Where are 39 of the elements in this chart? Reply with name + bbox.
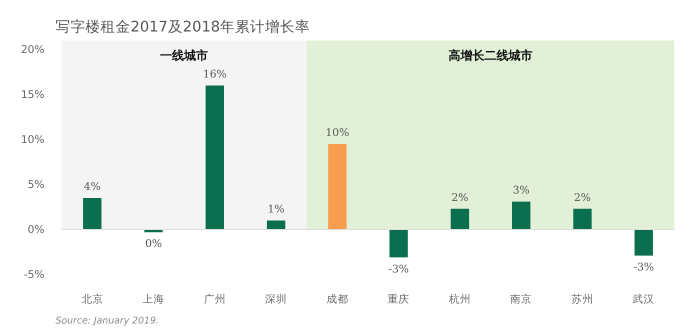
bar <box>266 220 286 230</box>
data-label: 4% <box>84 180 101 193</box>
bar <box>328 144 347 230</box>
x-tick-label: 苏州 <box>571 292 594 306</box>
band-label: 高增长二线城市 <box>448 48 533 63</box>
x-tick-label: 成都 <box>326 292 348 306</box>
bar <box>573 208 592 230</box>
data-label: 16% <box>202 68 227 80</box>
x-tick-label: 北京 <box>81 292 104 306</box>
y-tick-label: 5% <box>28 178 44 191</box>
x-tick-label: 广州 <box>204 292 226 306</box>
data-label: 1% <box>268 202 285 216</box>
x-tick-label: 深圳 <box>265 292 288 306</box>
chart-title: 写字楼租金2017及2018年累计增长率 <box>56 18 310 36</box>
x-tick-label: 南京 <box>510 292 532 306</box>
y-tick-label: 15% <box>20 88 44 101</box>
y-tick-label: 0% <box>28 223 44 236</box>
bar <box>389 230 408 258</box>
bar <box>634 230 653 256</box>
data-label: 3% <box>512 184 530 197</box>
data-label: -3% <box>388 262 409 276</box>
data-label: 2% <box>451 190 468 204</box>
band-label: 一线城市 <box>160 48 208 63</box>
bar <box>512 202 530 230</box>
bar <box>83 198 102 230</box>
data-label: 2% <box>574 190 591 204</box>
data-label: 0% <box>145 237 162 250</box>
y-tick-label: -5% <box>24 268 45 281</box>
bar <box>450 208 470 230</box>
x-tick-label: 上海 <box>142 292 165 306</box>
x-tick-label: 杭州 <box>448 292 471 306</box>
data-label: -3% <box>633 260 654 274</box>
y-tick-label: 20% <box>20 43 44 56</box>
data-label: 10% <box>326 126 350 139</box>
source-note: Source: January 2019. <box>56 316 159 326</box>
x-tick-label: 武汉 <box>632 292 655 306</box>
y-tick-label: 10% <box>20 133 44 146</box>
x-tick-label: 重庆 <box>388 292 410 306</box>
bar <box>206 86 224 230</box>
